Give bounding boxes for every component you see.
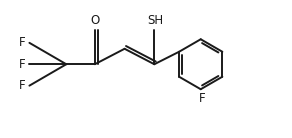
Text: O: O: [90, 14, 100, 27]
Text: F: F: [199, 92, 205, 105]
Text: F: F: [19, 58, 26, 71]
Text: SH: SH: [147, 14, 164, 27]
Text: F: F: [19, 79, 26, 92]
Text: F: F: [19, 36, 26, 49]
